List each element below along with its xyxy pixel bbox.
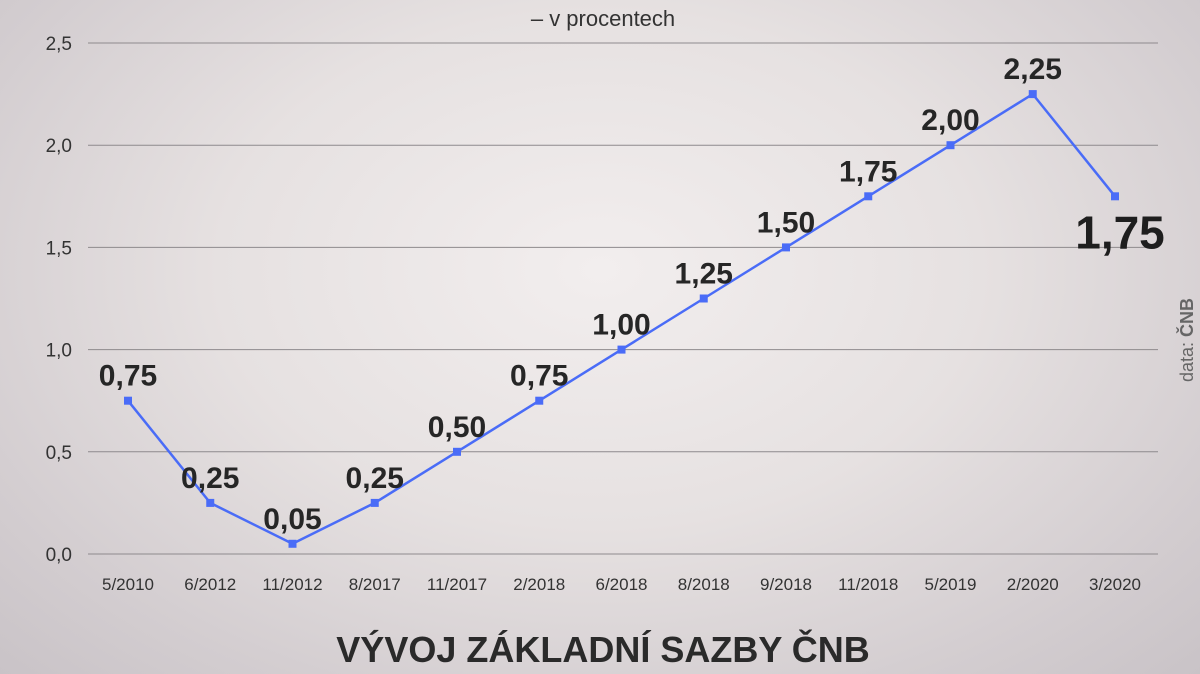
chart-subtitle: – v procentech (531, 6, 675, 31)
data-labels: 0,75 0,25 0,05 0,25 0,50 0,75 1,00 1,25 1,50 1,75… (99, 53, 1165, 536)
source-prefix: data: (1177, 337, 1197, 382)
data-point (699, 294, 708, 303)
y-tick-label: 1,5 (46, 238, 72, 259)
chart-title: VÝVOJ ZÁKLADNÍ SAZBY ČNB (336, 628, 869, 670)
data-point (535, 396, 544, 405)
x-tick-label: 2/2018 (513, 575, 565, 594)
data-point (617, 345, 626, 354)
x-tick-label: 2/2020 (1007, 575, 1059, 594)
x-tick-label: 3/2020 (1089, 575, 1141, 594)
data-points (124, 90, 1119, 548)
data-point (206, 498, 215, 507)
x-tick-label: 6/2012 (184, 575, 236, 594)
data-point (453, 447, 461, 456)
grid (88, 42, 1158, 555)
y-tick-label: 1,0 (46, 341, 72, 362)
data-label: 0,25 (181, 462, 239, 495)
y-tick-label: 0,5 (46, 443, 72, 464)
data-label: 0,25 (346, 462, 404, 495)
data-label: 2,00 (921, 104, 979, 137)
data-label: 1,25 (675, 258, 733, 291)
data-label: 1,50 (757, 206, 815, 239)
x-tick-label: 8/2017 (349, 575, 401, 594)
y-tick-label: 2,0 (46, 136, 72, 157)
data-label: 0,05 (263, 503, 321, 536)
x-tick-label: 6/2018 (596, 575, 648, 594)
data-point (782, 243, 790, 252)
data-point (370, 498, 379, 507)
data-point (1111, 192, 1119, 201)
x-tick-label: 11/2012 (262, 575, 322, 594)
data-label: 0,50 (428, 411, 486, 444)
data-point (288, 539, 297, 548)
data-label: 0,75 (510, 360, 568, 393)
x-tick-label: 8/2018 (678, 575, 730, 594)
x-axis-ticks: 5/2010 6/2012 11/2012 8/2017 11/2017 2/2018 6/… (102, 575, 1141, 594)
y-tick-label: 2,5 (46, 34, 72, 55)
data-point (124, 396, 132, 405)
data-point (946, 141, 955, 150)
data-label: 1,75 (839, 155, 897, 188)
x-tick-label: 5/2010 (102, 575, 154, 594)
data-label: 1,00 (592, 309, 650, 342)
data-label: 2,25 (1004, 53, 1062, 86)
x-tick-label: 11/2017 (427, 575, 487, 594)
y-tick-label: 0,0 (46, 545, 72, 566)
data-point (1028, 90, 1037, 99)
source-credit: data: ČNB (1176, 298, 1197, 382)
x-tick-label: 9/2018 (760, 575, 812, 594)
source-name: ČNB (1176, 298, 1197, 337)
y-axis-ticks: 0,0 0,5 1,0 1,5 2,0 2,5 (46, 34, 72, 566)
data-label: 0,75 (99, 360, 157, 393)
data-point (864, 192, 873, 201)
x-tick-label: 11/2018 (838, 575, 898, 594)
data-label: 1,75 (1075, 206, 1165, 258)
x-tick-label: 5/2019 (925, 575, 977, 594)
